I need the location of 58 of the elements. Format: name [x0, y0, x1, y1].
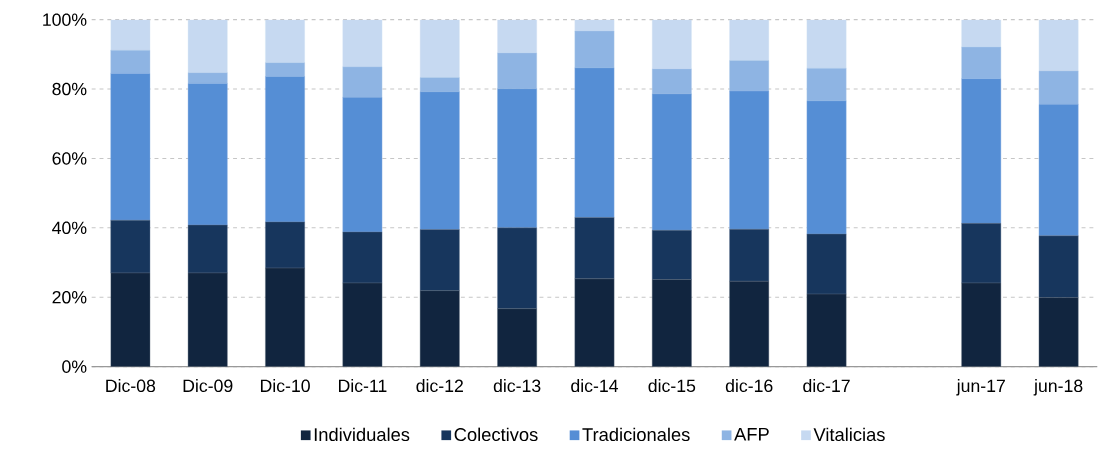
- y-tick-label: 0%: [62, 360, 87, 373]
- bar: [419, 290, 460, 367]
- bar: [1038, 235, 1079, 298]
- bar: [806, 293, 847, 367]
- y-tick-label: 80%: [52, 82, 87, 96]
- bar: [342, 282, 383, 367]
- y-tick-label: 100%: [43, 13, 87, 26]
- bar: [497, 19, 537, 54]
- bar: [265, 19, 305, 63]
- x-tick-label: dic-15: [648, 379, 696, 393]
- bar: [419, 19, 460, 78]
- bar: [574, 278, 615, 367]
- bar: [342, 231, 383, 284]
- x-tick-label: Dic-09: [183, 379, 233, 393]
- y-tick-label: 60%: [52, 152, 87, 165]
- x-tick-label: dic-16: [725, 379, 773, 393]
- bar: [342, 19, 383, 67]
- bar: [187, 224, 228, 274]
- x-tick-label: Dic-11: [338, 379, 387, 393]
- bar: [497, 308, 537, 367]
- x-tick-label: dic-17: [803, 379, 850, 393]
- bar: [187, 272, 228, 367]
- legend-label: Vitalicias: [813, 427, 885, 442]
- x-tick-label: Dic-08: [106, 379, 156, 393]
- bar: [651, 230, 692, 280]
- bar: [1038, 297, 1079, 367]
- legend-label: Individuales: [314, 427, 410, 442]
- bar: [1038, 19, 1079, 72]
- y-tick-label: 20%: [52, 290, 87, 304]
- bar: [419, 229, 460, 291]
- legend-label: AFP: [734, 427, 769, 441]
- x-tick-label: dic-12: [416, 379, 463, 393]
- bar: [651, 19, 692, 70]
- bar: [961, 19, 1002, 48]
- y-tick-label: 40%: [52, 221, 87, 235]
- x-tick-label: dic-13: [493, 379, 541, 393]
- bar: [265, 267, 305, 367]
- bar: [110, 19, 151, 51]
- x-tick-label: jun-18: [1033, 379, 1083, 396]
- bar: [961, 282, 1002, 367]
- bar: [961, 223, 1002, 284]
- bar: [806, 19, 847, 69]
- x-tick-label: jun-17: [956, 379, 1005, 396]
- bar: [110, 219, 151, 274]
- legend-label: Colectivos: [454, 427, 538, 442]
- bar: [497, 227, 537, 309]
- bar: [187, 19, 228, 73]
- bar: [729, 281, 770, 367]
- x-tick-label: dic-14: [571, 379, 619, 393]
- legend-label: Tradicionales: [582, 427, 690, 442]
- x-tick-label: Dic-10: [260, 379, 310, 393]
- bar: [265, 221, 305, 269]
- bar: [651, 279, 692, 367]
- bar: [806, 233, 847, 295]
- bar: [729, 19, 770, 61]
- bar: [729, 228, 770, 282]
- bar: [574, 217, 615, 279]
- bar: [110, 272, 151, 367]
